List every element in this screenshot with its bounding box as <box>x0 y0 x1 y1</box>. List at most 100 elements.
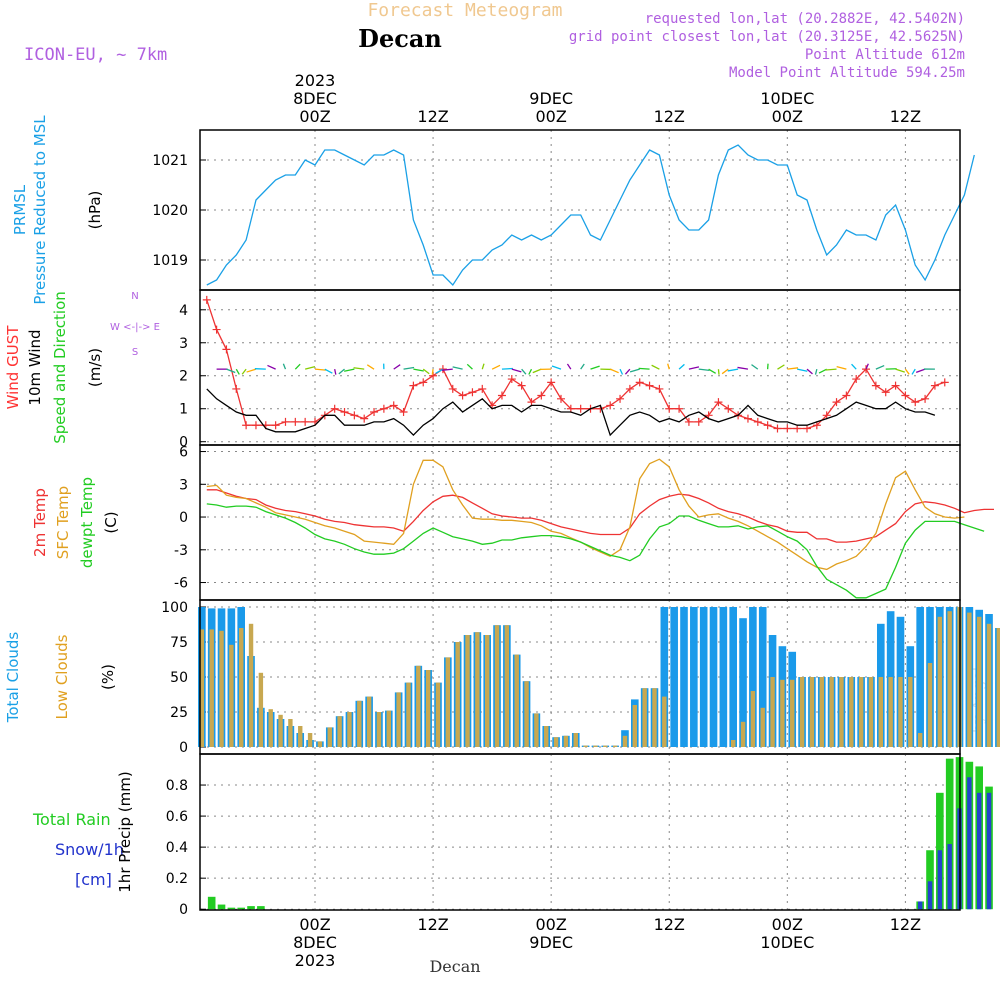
bar <box>632 705 637 747</box>
bar <box>926 850 934 910</box>
gust-marker <box>743 414 752 423</box>
wind-arrow <box>911 368 916 375</box>
panel-unit: (C) <box>102 511 120 533</box>
panel-ylabel: PRMSL <box>11 184 29 235</box>
wind-arrow <box>651 364 660 370</box>
bar <box>967 612 972 747</box>
time-label-bottom: 9DEC <box>529 933 573 952</box>
bar <box>347 712 352 747</box>
bar <box>977 792 982 910</box>
bar <box>612 745 618 747</box>
wind-arrow <box>324 368 333 374</box>
wind-arrow <box>678 363 685 370</box>
y-tick-label: 0.2 <box>166 871 188 887</box>
bar <box>917 733 923 747</box>
wind-arrow <box>528 368 533 375</box>
gust-marker <box>921 394 930 403</box>
y-tick-label: 100 <box>161 600 188 616</box>
y-tick-label: -3 <box>174 543 188 559</box>
wind-arrow <box>435 368 444 374</box>
wind-arrow <box>294 363 301 370</box>
bar <box>642 688 647 747</box>
bar <box>947 611 952 747</box>
wind-arrow <box>875 364 885 370</box>
bar <box>947 844 952 910</box>
gust-marker <box>694 417 703 426</box>
time-label-bottom: 00Z <box>772 915 803 934</box>
wind-arrow <box>226 368 236 374</box>
gust-marker <box>891 381 900 390</box>
wind-arrow <box>865 363 869 370</box>
gust-marker <box>655 384 664 393</box>
gust-marker <box>763 421 772 430</box>
wind-arrow <box>267 364 276 370</box>
bar <box>278 714 283 747</box>
bar <box>494 625 500 747</box>
gust-marker <box>675 404 684 413</box>
y-tick-label: 1 <box>179 402 188 418</box>
panel-ylabel: 10m Wind <box>26 329 44 405</box>
location-title: Decan <box>358 24 442 53</box>
wind-arrow <box>334 369 337 375</box>
bar <box>435 682 441 747</box>
time-label-top: 12Z <box>654 107 685 126</box>
gust-marker <box>291 417 300 426</box>
gust-marker <box>871 381 880 390</box>
bar <box>868 677 874 747</box>
wind-arrow <box>314 368 326 371</box>
wind-arrow <box>422 368 430 375</box>
wind-arrow <box>737 366 749 370</box>
bar <box>257 906 265 910</box>
y-tick-label: 0 <box>179 435 188 451</box>
gust-marker <box>881 388 890 397</box>
model-label: ICON-EU, ~ 7km <box>24 45 167 65</box>
bar <box>937 850 943 910</box>
series-line <box>206 299 946 430</box>
y-tick-label: 75 <box>170 635 188 651</box>
wind-arrow <box>521 368 527 375</box>
panel-ylabel: dewpt Temp <box>78 477 96 568</box>
bar <box>396 692 401 747</box>
bar <box>996 628 1000 747</box>
bar <box>937 616 943 747</box>
gust-marker <box>724 404 733 413</box>
bar <box>209 629 214 747</box>
bar <box>927 663 933 747</box>
gust-marker <box>399 408 408 417</box>
time-label-top: 10DEC <box>760 89 814 108</box>
bar <box>799 677 805 747</box>
bar <box>780 679 785 747</box>
compass-west-east: W <-|-> E <box>110 322 160 333</box>
gust-marker <box>930 381 939 390</box>
time-label-top: 9DEC <box>529 89 573 108</box>
bar <box>977 616 982 747</box>
gust-marker <box>832 398 841 407</box>
bar <box>809 677 815 747</box>
bar <box>622 735 628 747</box>
bar <box>553 737 559 747</box>
bar <box>563 735 569 747</box>
y-tick-label: 3 <box>179 336 188 352</box>
series-line <box>206 144 975 287</box>
wind-arrow <box>624 368 631 375</box>
y-tick-label: 50 <box>170 670 188 686</box>
time-label-bottom: 8DEC <box>293 933 337 952</box>
gust-marker <box>783 424 792 433</box>
bar <box>504 625 510 747</box>
wind-arrow <box>353 367 365 370</box>
point-altitude: Point Altitude 612m <box>805 47 965 63</box>
time-label-bottom: 12Z <box>417 915 448 934</box>
model-altitude: Model Point Altitude 594.25m <box>729 65 965 81</box>
bar <box>475 632 480 747</box>
time-label-bottom: 00Z <box>299 915 330 934</box>
bar <box>593 745 598 747</box>
panel-ylabel: Total Clouds <box>4 632 22 724</box>
gust-marker <box>281 417 290 426</box>
y-tick-label: 0 <box>179 740 188 756</box>
bar <box>247 906 255 910</box>
wind-arrow <box>393 364 401 370</box>
panel-ylabel: Pressure Reduced to MSL <box>31 115 49 305</box>
bar <box>916 607 924 747</box>
time-label-top: 12Z <box>417 107 448 126</box>
bar <box>268 709 273 747</box>
